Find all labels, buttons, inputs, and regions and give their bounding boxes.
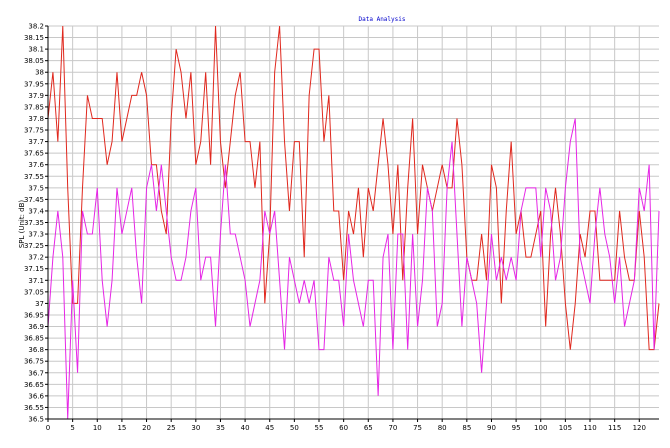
x-tick-label: 85 — [462, 424, 471, 432]
y-tick-label: 36.6 — [28, 392, 44, 400]
y-tick-label: 36.65 — [24, 381, 44, 389]
x-tick-label: 105 — [559, 424, 572, 432]
y-tick-label: 37.7 — [28, 138, 44, 146]
y-tick-label: 37.75 — [24, 127, 44, 135]
y-tick-label: 37.55 — [24, 173, 44, 181]
x-tick-label: 60 — [339, 424, 348, 432]
y-tick-label: 37.95 — [24, 80, 44, 88]
x-tick-label: 120 — [633, 424, 646, 432]
y-tick-label: 37.4 — [28, 207, 44, 215]
x-tick-label: 20 — [142, 424, 151, 432]
y-tick-label: 38.2 — [28, 23, 44, 31]
y-tick-label: 37.15 — [24, 265, 44, 273]
series-line-2 — [47, 118, 660, 420]
x-tick-label: 110 — [583, 424, 596, 432]
y-tick-label: 37.9 — [28, 92, 44, 100]
y-tick-label: 37.8 — [28, 115, 44, 123]
x-tick-label: 80 — [438, 424, 447, 432]
series-layer — [47, 25, 660, 420]
x-tick-label: 55 — [315, 424, 324, 432]
chart-title: Data Analysis — [359, 16, 406, 23]
grid — [47, 25, 659, 420]
x-tick-label: 65 — [364, 424, 373, 432]
x-tick-label: 115 — [608, 424, 621, 432]
y-tick-label: 37.2 — [28, 254, 44, 262]
x-tick-label: 0 — [46, 424, 50, 432]
x-tick-label: 10 — [93, 424, 102, 432]
y-tick-label: 37.1 — [28, 277, 44, 285]
y-tick-label: 38.15 — [24, 34, 44, 42]
x-axis-ticks: 0 5 10 15 20 25 30 35 40 45 50 55 60 65 70 75 80 85 90 95 10… — [46, 419, 646, 432]
y-tick-label: 36.75 — [24, 358, 44, 366]
y-tick-label: 37.65 — [24, 150, 44, 158]
y-tick-label: 38 — [35, 69, 44, 77]
y-tick-label: 37.05 — [24, 288, 44, 296]
x-tick-label: 40 — [241, 424, 250, 432]
y-tick-label: 36.5 — [28, 416, 44, 424]
x-tick-label: 90 — [487, 424, 496, 432]
y-tick-label: 37.25 — [24, 242, 44, 250]
y-tick-label: 37.45 — [24, 196, 44, 204]
y-tick-label: 37.6 — [28, 161, 44, 169]
x-tick-label: 35 — [216, 424, 225, 432]
y-tick-label: 36.95 — [24, 311, 44, 319]
y-tick-label: 37.35 — [24, 219, 44, 227]
y-tick-label: 36.7 — [28, 369, 44, 377]
y-tick-label: 36.85 — [24, 335, 44, 343]
y-tick-label: 37.85 — [24, 103, 44, 111]
y-tick-label: 37 — [35, 300, 44, 308]
series-line-1 — [47, 25, 660, 351]
y-axis-ticks: 36.5 36.55 36.6 36.65 36.7 36.75 36.8 36.85 36.9… — [24, 23, 48, 424]
x-tick-label: 50 — [290, 424, 299, 432]
y-tick-label: 36.55 — [24, 404, 44, 412]
y-tick-label: 37.3 — [28, 231, 44, 239]
y-tick-label: 38.05 — [24, 57, 44, 65]
y-tick-label: 36.9 — [28, 323, 44, 331]
x-tick-label: 95 — [512, 424, 521, 432]
x-tick-label: 25 — [167, 424, 176, 432]
y-tick-label: 38.1 — [28, 46, 44, 54]
x-tick-label: 30 — [191, 424, 200, 432]
x-tick-label: 70 — [388, 424, 397, 432]
y-axis-label: SPL (Unit: dB) — [18, 200, 26, 249]
x-tick-label: 45 — [265, 424, 274, 432]
x-tick-label: 15 — [117, 424, 126, 432]
x-tick-label: 75 — [413, 424, 422, 432]
y-tick-label: 37.5 — [28, 184, 44, 192]
y-tick-label: 36.8 — [28, 346, 44, 354]
x-tick-label: 100 — [534, 424, 547, 432]
x-tick-label: 5 — [70, 424, 74, 432]
